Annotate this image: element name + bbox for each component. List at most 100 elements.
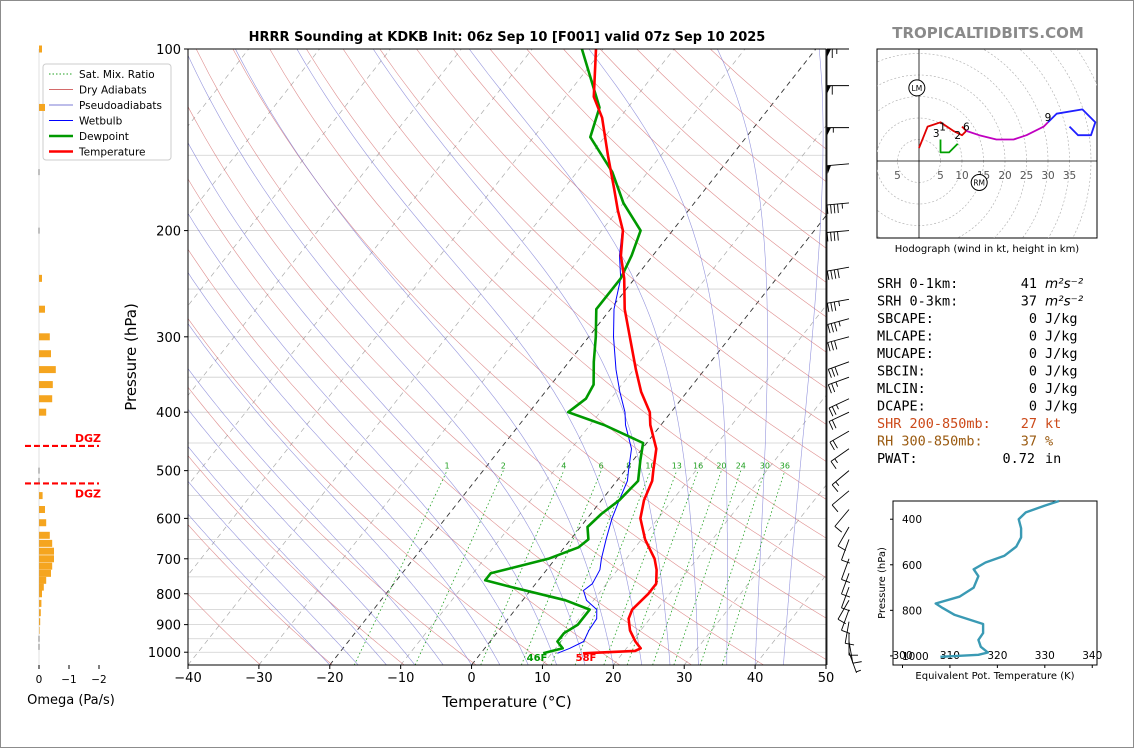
- barb-full: [827, 369, 832, 378]
- pseudoadiabat: [188, 271, 501, 665]
- legend-label: Sat. Mix. Ratio: [79, 69, 155, 81]
- wind-barb: [827, 336, 850, 352]
- hodo-height-label: 1: [939, 122, 946, 134]
- omega-tick-label: −1: [61, 674, 76, 686]
- omega-bar: [39, 333, 50, 341]
- barb-full: [831, 484, 839, 492]
- barb-full: [833, 269, 837, 279]
- hodo-segment: [1047, 108, 1097, 137]
- isotherm: [188, 49, 604, 576]
- wind-barb: [826, 202, 850, 214]
- omega-bar: [39, 547, 54, 555]
- dry-adiabat: [416, 49, 826, 425]
- mixing-ratio-label: 10: [645, 462, 655, 471]
- skewt-y-axis-label: Pressure (hPa): [122, 303, 140, 411]
- x-tick-label: −20: [316, 671, 343, 686]
- dry-adiabat: [269, 49, 826, 578]
- barb-full: [832, 440, 838, 449]
- mixing-ratio-label: 20: [716, 462, 726, 471]
- omega-bar: [39, 408, 47, 416]
- skewt-x-axis-label: Temperature (°C): [441, 693, 571, 711]
- index-value: 37: [1021, 434, 1037, 450]
- barb-half: [835, 404, 839, 410]
- index-label: MUCAPE:: [877, 346, 934, 362]
- barb-shaft: [841, 609, 850, 631]
- index-value: 0: [1029, 364, 1037, 380]
- barb-full: [852, 661, 862, 664]
- barb-full: [827, 342, 831, 352]
- dry-adiabat: [306, 49, 826, 539]
- barb-shaft: [827, 336, 850, 343]
- chart-title: HRRR Sounding at KDKB Init: 06z Sep 10 […: [249, 30, 766, 45]
- y-tick-label: 900: [156, 619, 181, 634]
- pseudoadiabat: [296, 49, 642, 665]
- mixing-ratio-label: 13: [672, 462, 682, 471]
- storm-motion-label: RM: [973, 179, 985, 188]
- pseudoadiabat: [188, 513, 331, 665]
- dry-adiabat: [489, 49, 826, 353]
- pseudoadiabat: [188, 446, 387, 665]
- storm-motion-label: LM: [912, 84, 923, 93]
- index-label: MLCIN:: [877, 381, 926, 397]
- barb-full: [831, 419, 837, 429]
- barb-full: [837, 269, 840, 279]
- barb-shaft: [827, 318, 850, 325]
- index-unit: J/kg: [1045, 346, 1078, 362]
- barb-half: [835, 381, 839, 387]
- barb-shaft: [841, 586, 850, 608]
- barb-shaft: [848, 652, 857, 674]
- dgz-label: DGZ: [75, 487, 101, 500]
- pseudoadiabat: [188, 54, 586, 665]
- hodo-ring-label: 10: [955, 170, 968, 182]
- barb-full: [834, 526, 843, 533]
- theta-e-y-tick-label: 600: [902, 560, 922, 572]
- dry-adiabat: [188, 248, 621, 665]
- barb-full: [830, 232, 832, 242]
- hodo-ring-label: 20: [998, 170, 1011, 182]
- y-tick-label: 200: [156, 225, 181, 240]
- wind-barb: [827, 85, 849, 95]
- index-label: SBCAPE:: [877, 311, 934, 327]
- barb-full: [831, 367, 836, 377]
- dry-adiabat: [342, 49, 826, 500]
- theta-e-x-tick-label: 300: [892, 650, 912, 662]
- omega-bar: [39, 350, 51, 358]
- hodograph-caption: Hodograph (wind in kt, height in km): [895, 244, 1080, 255]
- profile-temperature: [582, 49, 658, 655]
- index-value: 41: [1021, 276, 1037, 292]
- index-unit: %: [1045, 434, 1053, 450]
- index-label: RH 300-850mb:: [877, 434, 983, 450]
- index-label: PWAT:: [877, 451, 918, 467]
- omega-bar: [39, 103, 45, 111]
- barb-shaft: [827, 163, 850, 167]
- x-tick-label: 20: [605, 671, 622, 686]
- mixing-ratio-line: [603, 470, 678, 665]
- barb-shaft: [828, 361, 850, 370]
- index-unit: in: [1045, 451, 1061, 467]
- barb-full: [841, 629, 851, 634]
- legend-label: Dry Adiabats: [79, 85, 147, 97]
- profile-dewpoint: [483, 49, 645, 655]
- omega-bar: [39, 305, 45, 313]
- wind-barb: [848, 641, 862, 664]
- index-unit: m²s⁻²: [1045, 294, 1084, 310]
- y-tick-label: 300: [156, 331, 181, 346]
- omega-bar: [39, 626, 40, 634]
- isotherm: [258, 49, 746, 665]
- barb-full: [830, 323, 834, 333]
- omega-bar: [39, 274, 42, 282]
- index-value: 0: [1029, 329, 1037, 345]
- y-tick-label: 100: [156, 43, 181, 58]
- dry-adiabat: [188, 593, 261, 665]
- wind-barb: [827, 376, 850, 394]
- barb-shaft: [844, 621, 850, 644]
- mixing-ratio-line: [353, 470, 448, 665]
- theta-e-y-tick-label: 800: [902, 605, 922, 617]
- dry-adiabat: [188, 318, 549, 665]
- barb-full: [837, 203, 839, 213]
- mixing-ratio-label: 24: [736, 462, 746, 471]
- barb-shaft: [828, 398, 850, 409]
- wind-barb: [834, 509, 850, 533]
